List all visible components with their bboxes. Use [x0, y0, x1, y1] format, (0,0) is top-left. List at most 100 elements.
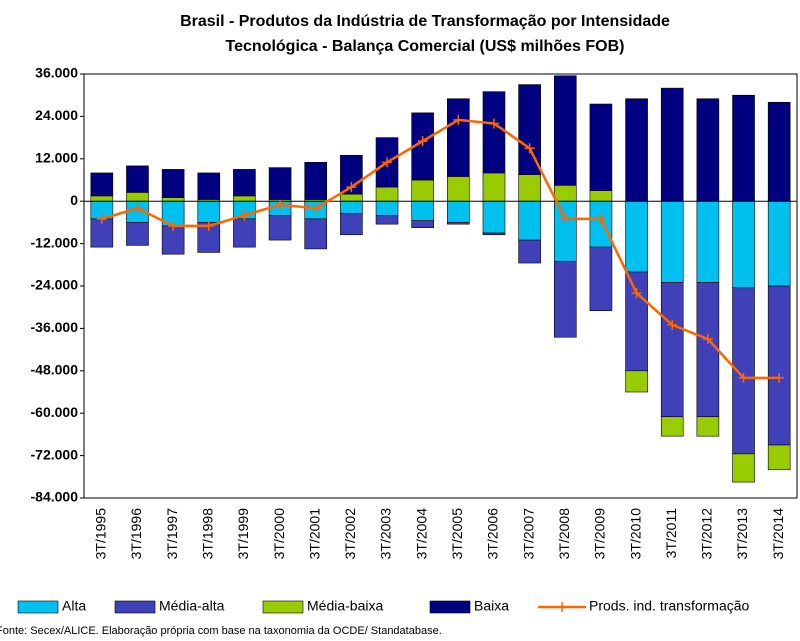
- x-tick-label: 3T/2001: [306, 508, 322, 560]
- y-tick-label: -72.000: [31, 446, 79, 462]
- bar-segment: [126, 222, 149, 246]
- bar-segment: [90, 172, 114, 197]
- y-tick-label: -12.000: [31, 234, 79, 250]
- bar-segment: [589, 246, 613, 312]
- x-tick-label: 3T/2013: [734, 508, 750, 560]
- line-marker: [275, 199, 286, 210]
- bar-segment: [411, 200, 434, 221]
- legend-label: Média-baixa: [307, 598, 383, 614]
- line-marker: [453, 114, 464, 125]
- bar-segment: [660, 87, 684, 202]
- bar-segment: [304, 218, 328, 250]
- bar-segment: [625, 98, 648, 202]
- line-marker: [524, 143, 535, 154]
- bar-segment: [340, 200, 363, 214]
- bar-segment: [447, 200, 470, 223]
- bar-segment: [553, 200, 577, 262]
- bar-segment: [126, 192, 149, 202]
- line-marker: [168, 220, 179, 231]
- line-marker: [595, 213, 606, 224]
- x-tick-label: 3T/1999: [235, 508, 251, 560]
- bar-segment: [447, 176, 470, 202]
- x-tick-label: 3T/2008: [556, 508, 572, 560]
- y-tick-label: 0: [70, 192, 78, 208]
- line-series: [101, 118, 780, 380]
- y-tick-label: -84.000: [31, 489, 79, 505]
- bar-segment: [518, 174, 541, 202]
- bar-segment: [660, 282, 684, 418]
- bar-segment: [482, 172, 506, 202]
- bar-segment: [482, 91, 506, 174]
- bar-segment: [482, 200, 506, 234]
- bar-segment: [696, 98, 720, 202]
- legend-label: Baixa: [474, 598, 509, 614]
- x-tick-label: 3T/2011: [663, 508, 679, 559]
- line-marker: [560, 213, 571, 224]
- x-tick-label: 3T/2014: [770, 508, 786, 560]
- bar-segment: [589, 103, 613, 191]
- x-tick-label: 3T/1996: [128, 508, 144, 560]
- bar-segment: [625, 370, 648, 393]
- bar-segment: [732, 200, 755, 289]
- y-tick-label: 36.000: [35, 65, 78, 81]
- x-tick-label: 3T/2004: [413, 508, 429, 560]
- x-tick-label: 3T/2012: [699, 508, 715, 560]
- bar-segment: [340, 213, 363, 236]
- bar-segment: [161, 197, 185, 202]
- legend-label: Alta: [62, 598, 86, 614]
- y-tick-label: 24.000: [35, 107, 78, 123]
- bar-segment: [411, 179, 434, 202]
- bar-segment: [233, 218, 256, 248]
- bar-segment: [340, 193, 363, 202]
- plot-border: [83, 73, 798, 499]
- y-tick-label: -48.000: [31, 362, 79, 378]
- bar-segment: [732, 94, 755, 202]
- line-marker: [239, 210, 250, 221]
- bar-segment: [767, 200, 791, 287]
- line-marker: [667, 319, 678, 330]
- x-tick-label: 3T/2010: [627, 508, 643, 560]
- bar-segment: [375, 186, 399, 202]
- bar-segment: [233, 169, 256, 197]
- bar-segment: [625, 271, 648, 372]
- bar-segment: [660, 200, 684, 283]
- source-note: Fonte: Secex/ALICE. Elaboração própria c…: [0, 625, 442, 637]
- line-marker: [488, 118, 499, 129]
- y-tick-label: -36.000: [31, 319, 79, 335]
- bar-segment: [375, 200, 399, 216]
- x-tick-label: 3T/2002: [342, 508, 358, 560]
- bar-segment: [518, 200, 541, 241]
- legend-swatch: [557, 602, 567, 612]
- bar-segment: [767, 285, 791, 446]
- bar-segment: [161, 169, 185, 198]
- bar-segment: [589, 190, 613, 202]
- bar-segment: [696, 200, 720, 283]
- y-tick-label: 12.000: [35, 150, 78, 166]
- bar-segment: [268, 215, 292, 241]
- line-marker: [96, 213, 107, 224]
- bar-segment: [518, 239, 541, 264]
- y-tick-label: -24.000: [31, 277, 79, 293]
- x-tick-label: 3T/1997: [164, 508, 180, 560]
- line-marker: [346, 182, 357, 193]
- chart-title: Tecnológica - Balança Comercial (US$ mil…: [226, 38, 625, 55]
- bar-segment: [411, 220, 434, 228]
- chart-title: Brasil - Produtos da Indústria de Transf…: [180, 13, 670, 30]
- line-marker: [417, 136, 428, 147]
- bar-segment: [268, 167, 292, 200]
- line-marker: [132, 203, 143, 214]
- line-marker: [203, 220, 214, 231]
- legend-swatch: [114, 600, 156, 614]
- bar-segment: [447, 98, 470, 177]
- x-tick-label: 3T/1995: [93, 508, 109, 560]
- bar-segment: [233, 195, 256, 202]
- x-tick-label: 3T/2007: [520, 508, 536, 560]
- x-tick-label: 3T/2000: [271, 508, 287, 560]
- bar-segment: [553, 260, 577, 338]
- x-tick-label: 3T/2009: [592, 508, 608, 560]
- bar-segment: [696, 282, 720, 418]
- line-marker: [382, 157, 393, 168]
- x-tick-label: 3T/2003: [378, 508, 394, 560]
- x-tick-label: 3T/1998: [199, 508, 215, 560]
